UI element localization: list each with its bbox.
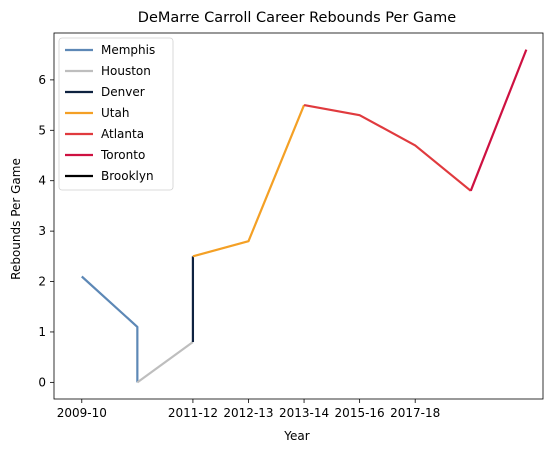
plot-area-frame [53,32,544,400]
series-line-toronto [469,49,528,192]
y-tick-label: 4 [38,174,46,188]
series-line-utah [192,104,306,258]
series-line-atlanta [303,104,472,192]
y-tick-label: 0 [38,375,46,389]
legend-label-denver: Denver [101,85,145,99]
legend-label-brooklyn: Brooklyn [101,169,154,183]
x-tick-label: 2013-14 [279,406,329,420]
y-tick-label: 1 [38,325,46,339]
series-line-memphis [81,275,139,383]
y-tick-label: 3 [38,224,46,238]
x-axis: 2009-10 2011-12 2012-13 2013-14 2015-16 2017-… [57,399,440,420]
series-line-houston [136,341,194,384]
legend-label-houston: Houston [101,64,151,78]
x-tick-label: 2015-16 [335,406,385,420]
x-axis-title: Year [283,429,309,443]
x-tick-label: 2011-12 [168,406,218,420]
y-axis-title: Rebounds Per Game [9,158,23,280]
legend: Memphis Houston Denver Utah Atlanta Toronto Br… [58,37,174,191]
y-tick-label: 2 [38,275,46,289]
legend-box [58,37,174,191]
legend-label-memphis: Memphis [101,43,155,57]
legend-label-toronto: Toronto [100,148,145,162]
y-tick-label: 5 [38,123,46,137]
x-tick-label: 2012-13 [223,406,273,420]
x-tick-label: 2009-10 [57,406,107,420]
y-axis: 0 1 2 3 4 5 6 [38,73,54,389]
x-tick-label: 2017-18 [390,406,440,420]
chart-title: DeMarre Carroll Career Rebounds Per Game [138,10,456,26]
series-layer [81,49,528,384]
legend-label-atlanta: Atlanta [101,127,144,141]
y-tick-label: 6 [38,73,46,87]
legend-label-utah: Utah [101,106,129,120]
